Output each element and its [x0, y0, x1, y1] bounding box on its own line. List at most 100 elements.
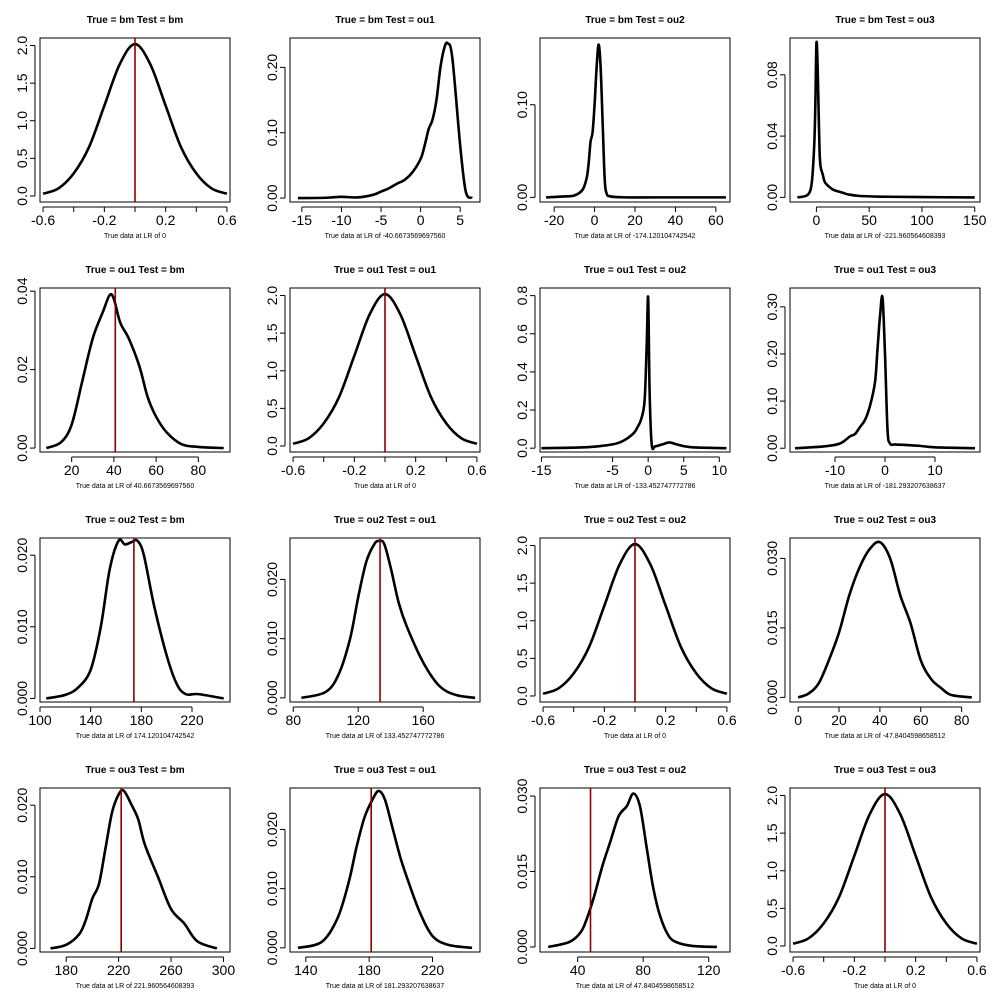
- plot-frame: [289, 37, 481, 203]
- y-tick-label: 0.000: [514, 929, 530, 964]
- x-axis-label: True data at LR of -133.452747772786: [575, 483, 696, 490]
- x-tick-label: 120: [347, 712, 371, 728]
- x-tick-label: 0.6: [717, 712, 737, 728]
- y-tick-label: 0.8: [514, 286, 530, 306]
- y-tick-label: 0.010: [264, 871, 280, 906]
- x-tick-label: -15: [531, 462, 551, 478]
- x-tick-label: 140: [79, 712, 103, 728]
- x-tick-label: 20: [627, 212, 643, 228]
- x-tick-label: -0.6: [31, 212, 55, 228]
- y-tick-label: 2.0: [764, 786, 780, 806]
- density-chart: True = ou2 Test = ou1 80 120 160 0.000 0.010 0…: [264, 515, 481, 740]
- x-tick-label: 80: [285, 712, 301, 728]
- density-panel: True = ou3 Test = ou3 -0.6 -0.2 0.2 0.6 0.0 0.…: [750, 750, 1000, 1000]
- x-tick-label: 80: [954, 712, 970, 728]
- y-tick-label: 1.5: [764, 823, 780, 843]
- density-curve: [46, 538, 224, 700]
- x-tick-label: 40: [872, 712, 888, 728]
- x-tick-label: 60: [913, 712, 929, 728]
- y-tick-label: 1.0: [764, 861, 780, 881]
- x-axis-label: True data at LR of -181.293207638637: [825, 483, 946, 490]
- y-tick-label: 0.015: [764, 610, 780, 645]
- density-panel: True = ou1 Test = ou1 -0.6 -0.2 0.2 0.6 0.0 0.…: [250, 250, 500, 500]
- density-chart: True = ou2 Test = ou3 0 20 40 60 80 0.000 0.015…: [764, 515, 981, 740]
- y-tick-label: 0.5: [764, 898, 780, 918]
- y-tick-label: 0.20: [264, 54, 280, 81]
- x-tick-label: 120: [697, 962, 721, 978]
- x-tick-label: 0: [794, 712, 802, 728]
- density-panel: True = ou2 Test = ou3 0 20 40 60 80 0.000 0.015…: [750, 500, 1000, 750]
- density-chart: True = ou2 Test = ou2 -0.6 -0.2 0.2 0.6 0.0 0.…: [514, 515, 737, 740]
- y-tick-label: 0.000: [764, 680, 780, 715]
- x-axis-label: True data at LR of -40.6673569697560: [325, 233, 446, 240]
- y-tick-label: 0.10: [514, 91, 530, 118]
- y-tick-label: 1.5: [14, 73, 30, 93]
- x-tick-label: 100: [910, 212, 934, 228]
- x-tick-label: 10: [927, 462, 943, 478]
- x-tick-label: 0: [644, 462, 652, 478]
- x-tick-label: 80: [191, 462, 207, 478]
- x-tick-label: -0.6: [281, 462, 305, 478]
- density-curve: [301, 539, 476, 700]
- y-tick-label: 0.020: [264, 562, 280, 597]
- plot-frame: [289, 787, 481, 953]
- y-tick-label: 0.000: [14, 681, 30, 716]
- y-tick-label: 0.00: [764, 184, 780, 211]
- chart-title: True = ou2 Test = ou3: [834, 515, 937, 526]
- y-tick-label: 0.020: [14, 537, 30, 572]
- y-tick-label: 0.2: [514, 400, 530, 420]
- chart-title: True = bm Test = ou2: [585, 15, 685, 26]
- plot-frame: [39, 287, 231, 453]
- x-tick-label: 0.6: [967, 962, 987, 978]
- x-tick-label: 160: [411, 712, 435, 728]
- x-tick-label: 50: [861, 212, 877, 228]
- density-panel: True = ou3 Test = bm 180 220 260 300 0.000 0.0…: [0, 750, 250, 1000]
- x-tick-label: 0.2: [906, 962, 926, 978]
- y-tick-label: 0.00: [14, 434, 30, 461]
- x-tick-label: 0.6: [467, 462, 487, 478]
- density-curve: [797, 40, 975, 199]
- density-chart: True = ou3 Test = ou2 40 80 120 0.000 0.015 0.…: [514, 765, 731, 990]
- x-tick-label: 220: [107, 962, 131, 978]
- x-tick-label: 0: [812, 212, 820, 228]
- plot-frame: [789, 287, 981, 453]
- x-tick-label: 5: [680, 462, 688, 478]
- density-panel: True = bm Test = bm -0.6 -0.2 0.2 0.6 0.0 0.5 1…: [0, 0, 250, 250]
- chart-title: True = ou3 Test = ou2: [584, 765, 687, 776]
- x-axis-label: True data at LR of 174.120104742542: [76, 733, 195, 740]
- y-tick-label: 1.0: [514, 611, 530, 631]
- y-tick-label: 0.0: [514, 438, 530, 458]
- x-tick-label: -5: [375, 212, 388, 228]
- x-axis-label: True data at LR of 0: [854, 983, 916, 990]
- y-tick-label: 0.020: [264, 812, 280, 847]
- x-tick-label: 140: [294, 962, 318, 978]
- density-curve: [545, 43, 726, 199]
- y-tick-label: 0.0: [14, 186, 30, 206]
- plot-frame: [789, 37, 981, 203]
- x-axis-label: True data at LR of 133.452747772786: [326, 733, 445, 740]
- chart-title: True = ou3 Test = ou1: [334, 765, 437, 776]
- density-panel: True = ou2 Test = ou2 -0.6 -0.2 0.2 0.6 0.0 0.…: [500, 500, 750, 750]
- chart-title: True = ou3 Test = bm: [85, 765, 184, 776]
- x-tick-label: -15: [292, 212, 312, 228]
- y-tick-label: 1.5: [514, 573, 530, 593]
- density-chart: True = ou3 Test = ou3 -0.6 -0.2 0.2 0.6 0.0 0.…: [764, 765, 987, 990]
- x-axis-label: True data at LR of -174.120104742542: [575, 233, 696, 240]
- y-tick-label: 1.5: [264, 323, 280, 343]
- x-tick-label: -5: [606, 462, 619, 478]
- y-tick-label: 0.10: [764, 387, 780, 414]
- x-axis-label: True data at LR of 0: [354, 483, 416, 490]
- y-tick-label: 0.00: [264, 184, 280, 211]
- x-axis-label: True data at LR of 0: [604, 733, 666, 740]
- density-curve: [297, 789, 473, 950]
- chart-title: True = bm Test = bm: [87, 15, 184, 26]
- chart-title: True = ou1 Test = ou2: [584, 265, 687, 276]
- density-curve: [547, 792, 717, 949]
- y-tick-label: 0.015: [514, 854, 530, 889]
- density-panel: True = ou1 Test = ou2 -15 -5 0 5 10 0.0 0.2 0.4 0…: [500, 250, 750, 500]
- y-tick-label: 0.010: [14, 859, 30, 894]
- plot-frame: [289, 537, 481, 703]
- density-panel: True = ou1 Test = bm 20 40 60 80 0.00 0.02 0.04…: [0, 250, 250, 500]
- chart-title: True = ou1 Test = ou1: [334, 265, 437, 276]
- y-tick-label: 0.04: [764, 122, 780, 149]
